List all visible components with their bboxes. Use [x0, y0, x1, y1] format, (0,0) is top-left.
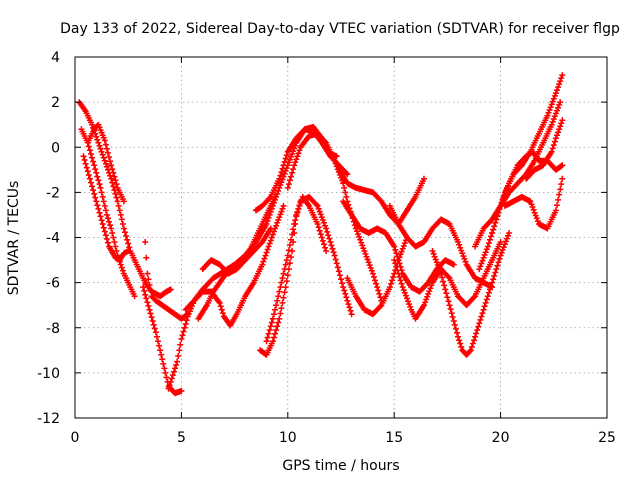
series-markers: [523, 117, 566, 182]
data-points: [76, 72, 566, 397]
series-track-q: [340, 198, 457, 295]
axis-ticks: 0 5 10 15 20 25 -12 -10 -8 -6 -4 -2 0 2 4: [37, 50, 616, 446]
series-markers: [340, 198, 457, 295]
x-tick-label: 20: [492, 430, 510, 446]
series-markers: [429, 230, 513, 358]
series-markers: [263, 193, 355, 345]
series-track-t: [429, 230, 513, 358]
y-tick-label: -10: [37, 366, 60, 382]
series-track-y: [523, 117, 566, 182]
y-tick-label: -12: [37, 411, 60, 427]
x-tick-label: 10: [279, 430, 297, 446]
series-markers: [199, 225, 274, 277]
series-track-d: [84, 121, 127, 205]
series-track-j: [199, 225, 274, 277]
y-tick-label: -6: [46, 276, 60, 292]
series-track-h: [182, 202, 287, 329]
series-track-o: [344, 234, 410, 318]
series-markers: [84, 121, 127, 205]
chart-title: Day 133 of 2022, Sidereal Day-to-day VTE…: [60, 21, 620, 37]
y-tick-label: -8: [46, 321, 60, 337]
y-tick-label: 4: [51, 50, 60, 66]
x-tick-label: 5: [177, 430, 186, 446]
series-track-s: [391, 239, 504, 322]
series-markers: [344, 234, 410, 318]
y-tick-label: 0: [51, 140, 60, 156]
y-tick-label: 2: [51, 95, 60, 111]
y-tick-label: -4: [46, 231, 60, 247]
series-markers: [501, 175, 566, 232]
series-markers: [142, 239, 191, 322]
series-track-f: [142, 239, 191, 322]
series-track-c: [80, 153, 132, 264]
x-tick-label: 15: [385, 430, 403, 446]
x-tick-label: 0: [71, 430, 80, 446]
series-markers: [80, 153, 132, 264]
series-track-m: [263, 193, 355, 345]
y-tick-label: -2: [46, 185, 60, 201]
series-markers: [391, 239, 504, 322]
x-tick-label: 25: [598, 430, 616, 446]
x-axis-title: GPS time / hours: [282, 458, 399, 474]
series-markers: [182, 202, 287, 329]
y-axis-title: SDTVAR / TECUs: [6, 181, 22, 296]
series-track-x: [501, 175, 566, 232]
